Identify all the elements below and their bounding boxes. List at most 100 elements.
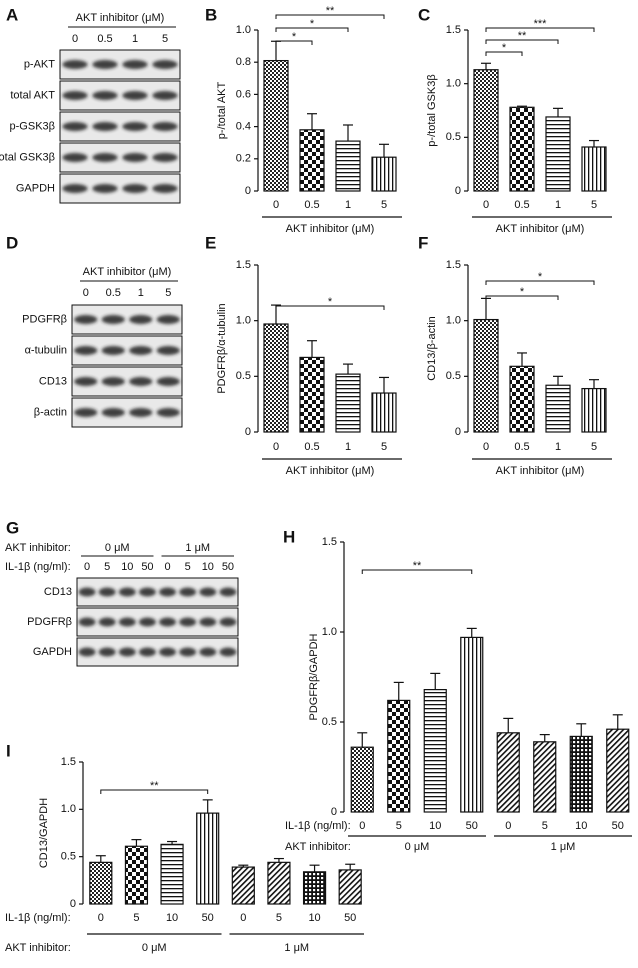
bar (89, 861, 113, 905)
blot-band (98, 647, 116, 657)
y-tick-label: 0.6 (236, 88, 251, 100)
blot-header: AKT inhibitor (μM) (83, 266, 172, 278)
significance-bracket (485, 27, 595, 32)
x-tick-label: 10 (429, 820, 441, 832)
group-name: 0 μM (142, 942, 167, 954)
x-tick-label: 1 (345, 441, 351, 453)
bar (124, 845, 149, 905)
row-label: β-actin (34, 406, 67, 418)
bar (569, 735, 593, 813)
bar (509, 106, 535, 192)
y-tick-label: 0.2 (236, 153, 251, 165)
x-tick-label: 1 (345, 199, 351, 211)
blot-band (98, 587, 116, 597)
y-tick-label: 1.0 (61, 803, 76, 815)
blot-band (98, 617, 116, 627)
blot-band (156, 346, 180, 355)
blot-band (122, 91, 148, 100)
x-tick-label: 1 (555, 441, 561, 453)
blot-band (74, 408, 98, 417)
x-tick-label: 0.5 (304, 441, 319, 453)
bar (533, 741, 557, 813)
bar (581, 146, 607, 192)
lane-label: 0.5 (97, 33, 112, 45)
bar (196, 812, 220, 905)
lane-label: 5 (104, 561, 110, 573)
group-label: AKT inhibitor: (5, 542, 71, 554)
blot-band (159, 617, 177, 627)
x-tick-label: 50 (466, 820, 478, 832)
blot-band (92, 122, 118, 131)
blot-band (78, 647, 96, 657)
x-tick-label: 50 (612, 820, 624, 832)
bar (299, 129, 325, 192)
x-tick-label: 5 (381, 199, 387, 211)
lane-label: 50 (141, 561, 153, 573)
panel-letter: D (6, 233, 18, 252)
bar (473, 69, 499, 192)
y-tick-label: 0 (455, 426, 461, 438)
blot-band (101, 346, 125, 355)
blot-band (122, 153, 148, 162)
bar (387, 699, 411, 813)
blot-band (74, 315, 98, 324)
y-tick-label: 0 (245, 185, 251, 197)
bar (509, 365, 535, 433)
row-label: GAPDH (33, 646, 72, 658)
row-label: PDGFRβ (22, 313, 67, 325)
group-name: 0 μM (105, 542, 130, 554)
y-tick-label: 1.0 (446, 78, 461, 90)
x-tick-label: 5 (396, 820, 402, 832)
row-label: total GSK3β (0, 151, 55, 163)
x-tick-label: 10 (308, 912, 320, 924)
y-tick-label: 1.0 (236, 315, 251, 327)
blot-band (138, 647, 156, 657)
significance-label: * (538, 271, 543, 283)
x-tick-label: 0 (98, 912, 104, 924)
bar (335, 373, 361, 433)
bar (545, 384, 571, 433)
significance-label: ** (413, 560, 422, 572)
y-axis-label: CD13/GAPDH (38, 798, 50, 868)
panel-letter: E (205, 233, 216, 252)
x-tick-label: 5 (542, 820, 548, 832)
bar (335, 140, 361, 192)
panel-letter: F (418, 233, 428, 252)
y-tick-label: 0 (331, 806, 337, 818)
bar (606, 728, 630, 813)
bar (350, 746, 374, 813)
blot-band (92, 91, 118, 100)
row-label: PDGFRβ (27, 616, 72, 628)
blot-band (92, 60, 118, 69)
panel-letter: G (6, 518, 19, 537)
blot-band (219, 617, 237, 627)
x-tick-label: 10 (575, 820, 587, 832)
row-label: GAPDH (16, 182, 55, 194)
row-label: p-GSK3β (10, 120, 55, 132)
lane-label: 5 (165, 287, 171, 299)
bar (371, 156, 397, 192)
significance-bracket (275, 14, 385, 19)
x-tick-label: 1 (555, 199, 561, 211)
bar (423, 688, 447, 813)
blot-band (219, 647, 237, 657)
x-tick-label: 0 (483, 441, 489, 453)
row-label: IL-1β (ng/ml): (285, 820, 351, 832)
x-axis-label: AKT inhibitor (μM) (496, 465, 585, 477)
lane-label: 5 (162, 33, 168, 45)
significance-label: * (292, 31, 297, 43)
blot-band (152, 122, 178, 131)
x-tick-label: 0 (240, 912, 246, 924)
significance-bracket (485, 51, 523, 56)
x-axis-label: AKT inhibitor (μM) (286, 223, 375, 235)
blot-band (156, 377, 180, 386)
lane-label: 0 (84, 561, 90, 573)
x-tick-label: 50 (202, 912, 214, 924)
blot-band (122, 184, 148, 193)
blot-band (179, 647, 197, 657)
blot-band (179, 617, 197, 627)
bar (302, 871, 327, 905)
group-label: AKT inhibitor: (5, 942, 71, 954)
blot-band (118, 587, 136, 597)
